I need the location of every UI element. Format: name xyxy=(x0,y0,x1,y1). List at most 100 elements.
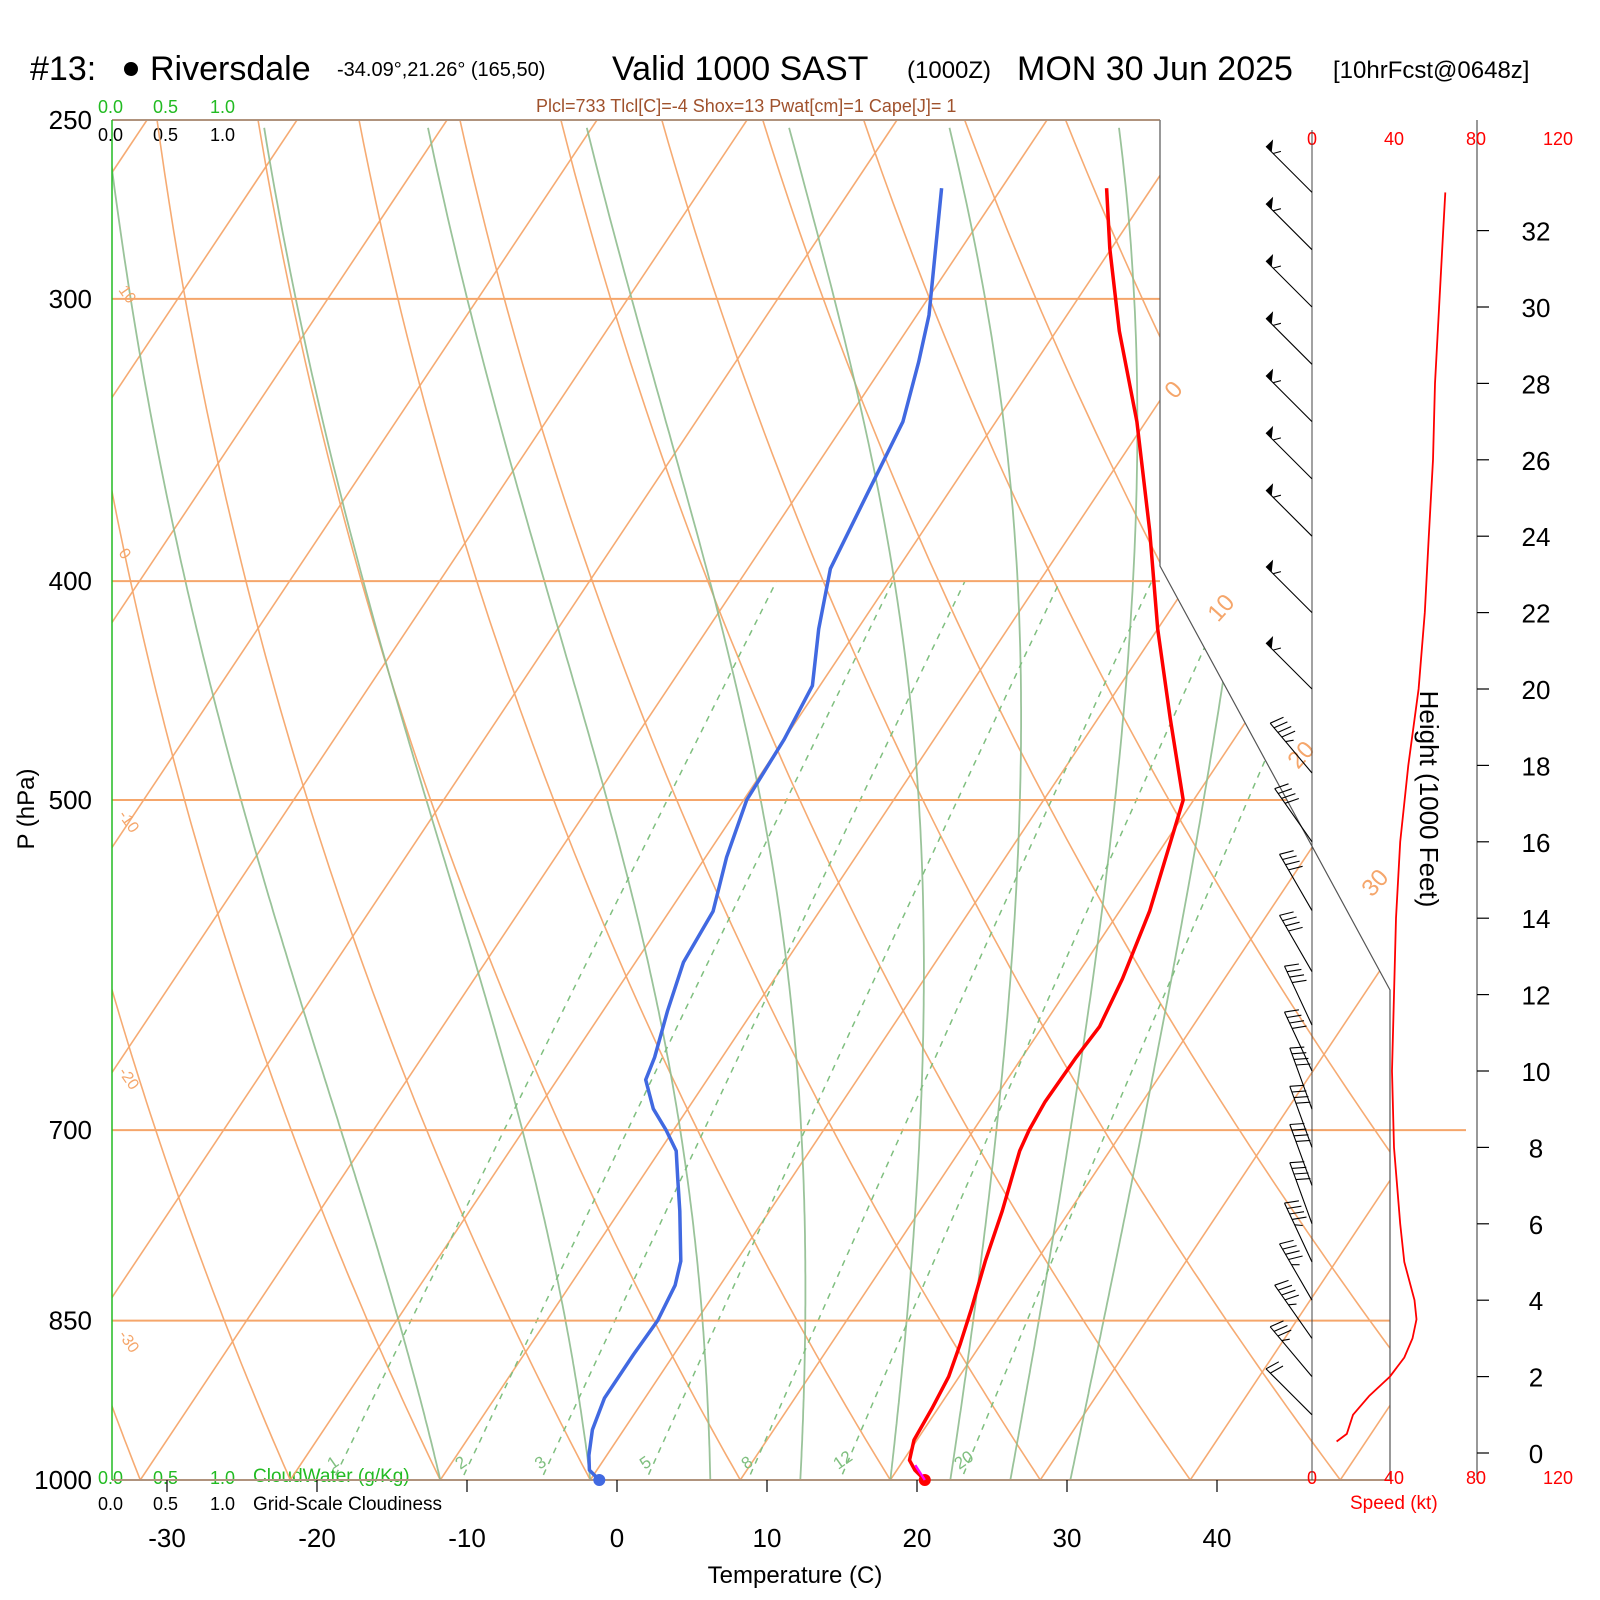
wind-barb-pennant xyxy=(1266,139,1274,153)
height-tick-label: 20 xyxy=(1522,675,1551,705)
mixing-ratio-label: 8 xyxy=(738,1452,757,1473)
cloud-green-bottom-0: 0.0 xyxy=(98,1468,123,1488)
mixing-ratio-label: 5 xyxy=(636,1452,655,1473)
cloud-scale-bottom: 0.0 0.5 1.0 CloudWater (g/Kg) 0.0 0.5 1.… xyxy=(98,1466,442,1515)
skew-isotherm-label: 0 xyxy=(1159,376,1188,404)
wind-barb-feather xyxy=(1273,721,1288,729)
wind-barb xyxy=(1289,1046,1313,1110)
height-tick-label: 26 xyxy=(1522,446,1551,476)
wind-barb-shaft xyxy=(1274,1284,1313,1339)
cloud-black-top-2: 1.0 xyxy=(210,125,235,145)
wind-barb-feather xyxy=(1284,1200,1299,1204)
cloud-green-top-2: 1.0 xyxy=(210,97,235,117)
cloud-green-bottom-2: 1.0 xyxy=(210,1468,235,1488)
dry-adiabat-line xyxy=(1566,112,1600,1480)
height-tick-label: 14 xyxy=(1522,904,1551,934)
wind-barb-feather xyxy=(1278,788,1293,795)
station-name: Riversdale xyxy=(150,50,311,88)
dry-adiabat-line xyxy=(112,120,292,1480)
wind-barb-feather xyxy=(1282,855,1297,861)
wind-barb-feather xyxy=(1292,1025,1307,1029)
wind-barb-feather xyxy=(1285,921,1300,927)
wind-barb-shaft xyxy=(1269,1326,1313,1377)
mixing-ratio-line xyxy=(522,580,966,1480)
plot-frame-right xyxy=(1159,120,1391,1480)
dry-adiabat-line xyxy=(112,120,442,1480)
wind-barb-feather xyxy=(1295,1063,1311,1066)
wind-barb-feather xyxy=(1295,1139,1311,1142)
wind-barb xyxy=(1265,139,1313,193)
wind-barb-feather xyxy=(1289,1161,1305,1164)
wind-barb xyxy=(1279,1239,1313,1301)
wind-barb xyxy=(1289,1161,1313,1224)
wind-barb-feather xyxy=(1279,911,1294,916)
wind-barb-feather xyxy=(1265,1361,1280,1370)
wind-barb-feather xyxy=(1284,1009,1299,1013)
height-tick-label: 32 xyxy=(1522,217,1551,247)
wind-barb-pennant xyxy=(1266,483,1274,496)
isotherm-line xyxy=(1189,120,1390,1480)
temperature-line xyxy=(907,188,1185,1482)
wind-barb-feather xyxy=(1288,1255,1303,1261)
wind-barb-shaft xyxy=(1279,915,1313,972)
forecast-label: [10hrFcst@0648z] xyxy=(1333,57,1529,84)
wind-barb-pennant xyxy=(1266,425,1274,439)
wind-barb-shaft xyxy=(1265,375,1313,422)
mixing-ratio-line xyxy=(822,580,1236,1480)
wind-barb-shaft xyxy=(1265,1368,1313,1416)
temperature-tick-label: 10 xyxy=(753,1523,782,1553)
wind-barb xyxy=(1279,850,1313,911)
moist-adiabat-line xyxy=(1069,127,1279,1480)
wind-barb-feather xyxy=(1293,1057,1309,1060)
wind-barb-feather xyxy=(1285,1250,1300,1255)
wind-barb-feather xyxy=(1288,1303,1297,1306)
pressure-tick-label: 500 xyxy=(49,785,92,815)
cloud-green-top-1: 0.5 xyxy=(153,97,178,117)
wind-barb xyxy=(1265,483,1313,537)
wind-barb-shaft xyxy=(1265,489,1313,537)
wind-barb-feather xyxy=(1272,265,1282,269)
wind-barb-feather xyxy=(1295,1101,1311,1104)
dewpoint-surface-point xyxy=(593,1474,606,1486)
wind-barb-feather xyxy=(1281,1338,1290,1342)
speed-axis-title: Speed (kt) xyxy=(1350,1493,1438,1514)
wind-barb-pennant xyxy=(1266,196,1274,210)
moist-adiabat-line xyxy=(427,127,712,1480)
wind-barb-feather xyxy=(1279,1239,1294,1245)
pressure-tick-label: 700 xyxy=(49,1115,92,1145)
wind-barb-shaft xyxy=(1279,854,1313,911)
parcel-segment xyxy=(914,1464,926,1481)
dry-adiabat-line xyxy=(356,120,891,1480)
wind-barb-feather xyxy=(1269,1320,1284,1328)
mixing-ratio-line xyxy=(314,580,778,1480)
height-tick-label: 30 xyxy=(1522,293,1551,323)
wind-barb xyxy=(1289,1122,1313,1186)
wind-barb-shaft xyxy=(1274,788,1313,843)
moist-adiabat-line xyxy=(948,127,1022,1480)
height-tick-label: 2 xyxy=(1529,1363,1543,1393)
wind-barb-feather xyxy=(1289,1046,1305,1049)
background-clip-group xyxy=(112,112,1600,1480)
cloud-scale-top: 0.0 0.5 1.0 0.0 0.5 1.0 xyxy=(98,97,235,145)
height-tick-label: 4 xyxy=(1529,1286,1543,1316)
temperature-tick-label: -30 xyxy=(148,1523,186,1553)
isotherm-label: 0 xyxy=(115,546,134,563)
wind-barb-feather xyxy=(1295,1178,1311,1181)
speed-tick-label-bottom: 120 xyxy=(1543,1468,1573,1488)
title-row: #13: Riversdale -34.09°,21.26° (165,50) … xyxy=(30,50,1529,116)
wind-barb-feather xyxy=(1278,1284,1293,1291)
temperature-tick-label: -10 xyxy=(448,1523,486,1553)
height-tick-label: 22 xyxy=(1522,599,1551,629)
mixing-ratio-line xyxy=(442,580,894,1480)
temperature-tick-label: 20 xyxy=(903,1523,932,1553)
wind-barb-feather xyxy=(1282,1245,1297,1250)
wind-barb-feather xyxy=(1272,647,1282,651)
wind-barb xyxy=(1274,783,1313,843)
wind-barb-feather xyxy=(1288,926,1303,932)
isotherm-line xyxy=(1490,120,1600,1480)
wind-barb xyxy=(1265,368,1313,422)
wind-barb-shaft xyxy=(1269,722,1313,774)
wind-barb-feather xyxy=(1274,1279,1289,1286)
dry-adiabat-line xyxy=(1061,120,1390,1480)
cloudwater-label: CloudWater (g/Kg) xyxy=(253,1466,410,1487)
